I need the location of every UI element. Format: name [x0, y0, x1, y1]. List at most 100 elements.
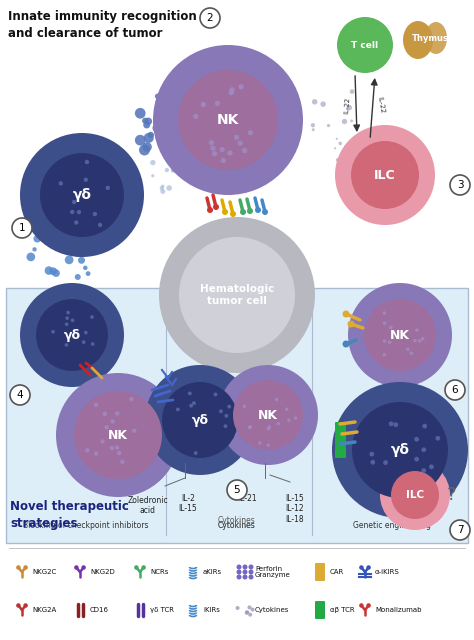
Circle shape — [85, 160, 89, 164]
Circle shape — [334, 147, 336, 149]
Circle shape — [370, 460, 375, 465]
Circle shape — [86, 271, 91, 276]
Circle shape — [248, 564, 254, 570]
Circle shape — [192, 401, 196, 405]
Circle shape — [164, 139, 170, 144]
Circle shape — [76, 244, 84, 252]
Circle shape — [255, 207, 261, 213]
Circle shape — [100, 439, 105, 444]
Circle shape — [266, 427, 270, 431]
Circle shape — [81, 248, 86, 253]
FancyBboxPatch shape — [315, 601, 325, 619]
Circle shape — [243, 575, 247, 579]
Circle shape — [20, 133, 144, 257]
Circle shape — [141, 565, 146, 570]
Circle shape — [243, 404, 246, 408]
Circle shape — [160, 186, 164, 191]
Text: Cytokines: Cytokines — [218, 516, 256, 525]
Text: Monalizumab: Monalizumab — [375, 607, 421, 613]
Circle shape — [171, 168, 176, 173]
Circle shape — [228, 150, 233, 156]
Text: γδ TCR: γδ TCR — [150, 607, 174, 613]
Circle shape — [245, 611, 249, 615]
Circle shape — [59, 181, 63, 186]
Circle shape — [311, 123, 315, 127]
Circle shape — [237, 564, 241, 570]
Circle shape — [155, 93, 160, 99]
Circle shape — [162, 382, 238, 458]
Circle shape — [176, 408, 180, 412]
Circle shape — [66, 234, 72, 241]
Circle shape — [352, 402, 448, 498]
Circle shape — [389, 326, 392, 330]
Circle shape — [71, 319, 74, 322]
Text: IL-15
IL-12
IL-18: IL-15 IL-12 IL-18 — [286, 494, 304, 524]
Circle shape — [248, 612, 252, 617]
Text: Zoledronic
acid: Zoledronic acid — [128, 496, 168, 515]
Circle shape — [94, 451, 98, 456]
Circle shape — [176, 133, 182, 140]
Circle shape — [213, 204, 219, 210]
Circle shape — [64, 343, 68, 347]
Circle shape — [188, 392, 191, 396]
Circle shape — [351, 141, 419, 209]
Circle shape — [230, 211, 236, 217]
Text: γδ: γδ — [191, 413, 209, 426]
Circle shape — [135, 108, 146, 118]
Circle shape — [209, 140, 214, 145]
Circle shape — [380, 460, 450, 530]
Circle shape — [74, 220, 79, 225]
Circle shape — [159, 217, 315, 373]
Circle shape — [158, 108, 163, 113]
Circle shape — [225, 414, 228, 418]
Circle shape — [228, 404, 231, 408]
Circle shape — [193, 114, 199, 119]
Circle shape — [214, 392, 218, 396]
Circle shape — [294, 417, 297, 420]
Circle shape — [145, 365, 255, 475]
Circle shape — [414, 437, 419, 442]
Circle shape — [332, 382, 468, 518]
Circle shape — [366, 565, 371, 570]
Circle shape — [418, 339, 421, 342]
Circle shape — [383, 311, 386, 315]
Circle shape — [220, 158, 226, 163]
Circle shape — [65, 323, 68, 326]
Circle shape — [242, 148, 247, 153]
Text: Innate immunity recognition
and clearance of tumor: Innate immunity recognition and clearanc… — [8, 10, 197, 40]
FancyBboxPatch shape — [335, 446, 346, 458]
Circle shape — [173, 92, 180, 99]
Circle shape — [389, 421, 393, 426]
Circle shape — [266, 444, 270, 447]
Circle shape — [383, 353, 386, 356]
Circle shape — [132, 429, 137, 433]
Circle shape — [161, 184, 164, 188]
Circle shape — [413, 339, 417, 342]
Circle shape — [51, 330, 55, 333]
Circle shape — [106, 186, 110, 190]
Circle shape — [267, 426, 271, 429]
Circle shape — [72, 200, 76, 204]
Circle shape — [414, 457, 419, 461]
Circle shape — [388, 340, 392, 344]
Circle shape — [248, 426, 251, 429]
Circle shape — [66, 311, 70, 314]
Text: γδ: γδ — [391, 443, 410, 457]
Circle shape — [236, 606, 239, 610]
Circle shape — [422, 424, 427, 429]
Circle shape — [79, 235, 85, 241]
Text: NKG2A: NKG2A — [32, 607, 56, 613]
Circle shape — [383, 321, 386, 325]
Circle shape — [78, 257, 85, 264]
Circle shape — [237, 570, 241, 575]
Circle shape — [104, 425, 109, 429]
Circle shape — [70, 210, 74, 214]
Text: NK: NK — [108, 429, 128, 442]
Circle shape — [75, 236, 80, 240]
Circle shape — [145, 118, 152, 125]
Circle shape — [415, 328, 419, 332]
Circle shape — [164, 168, 169, 172]
Circle shape — [166, 185, 172, 191]
Circle shape — [234, 135, 239, 140]
Circle shape — [135, 135, 146, 145]
